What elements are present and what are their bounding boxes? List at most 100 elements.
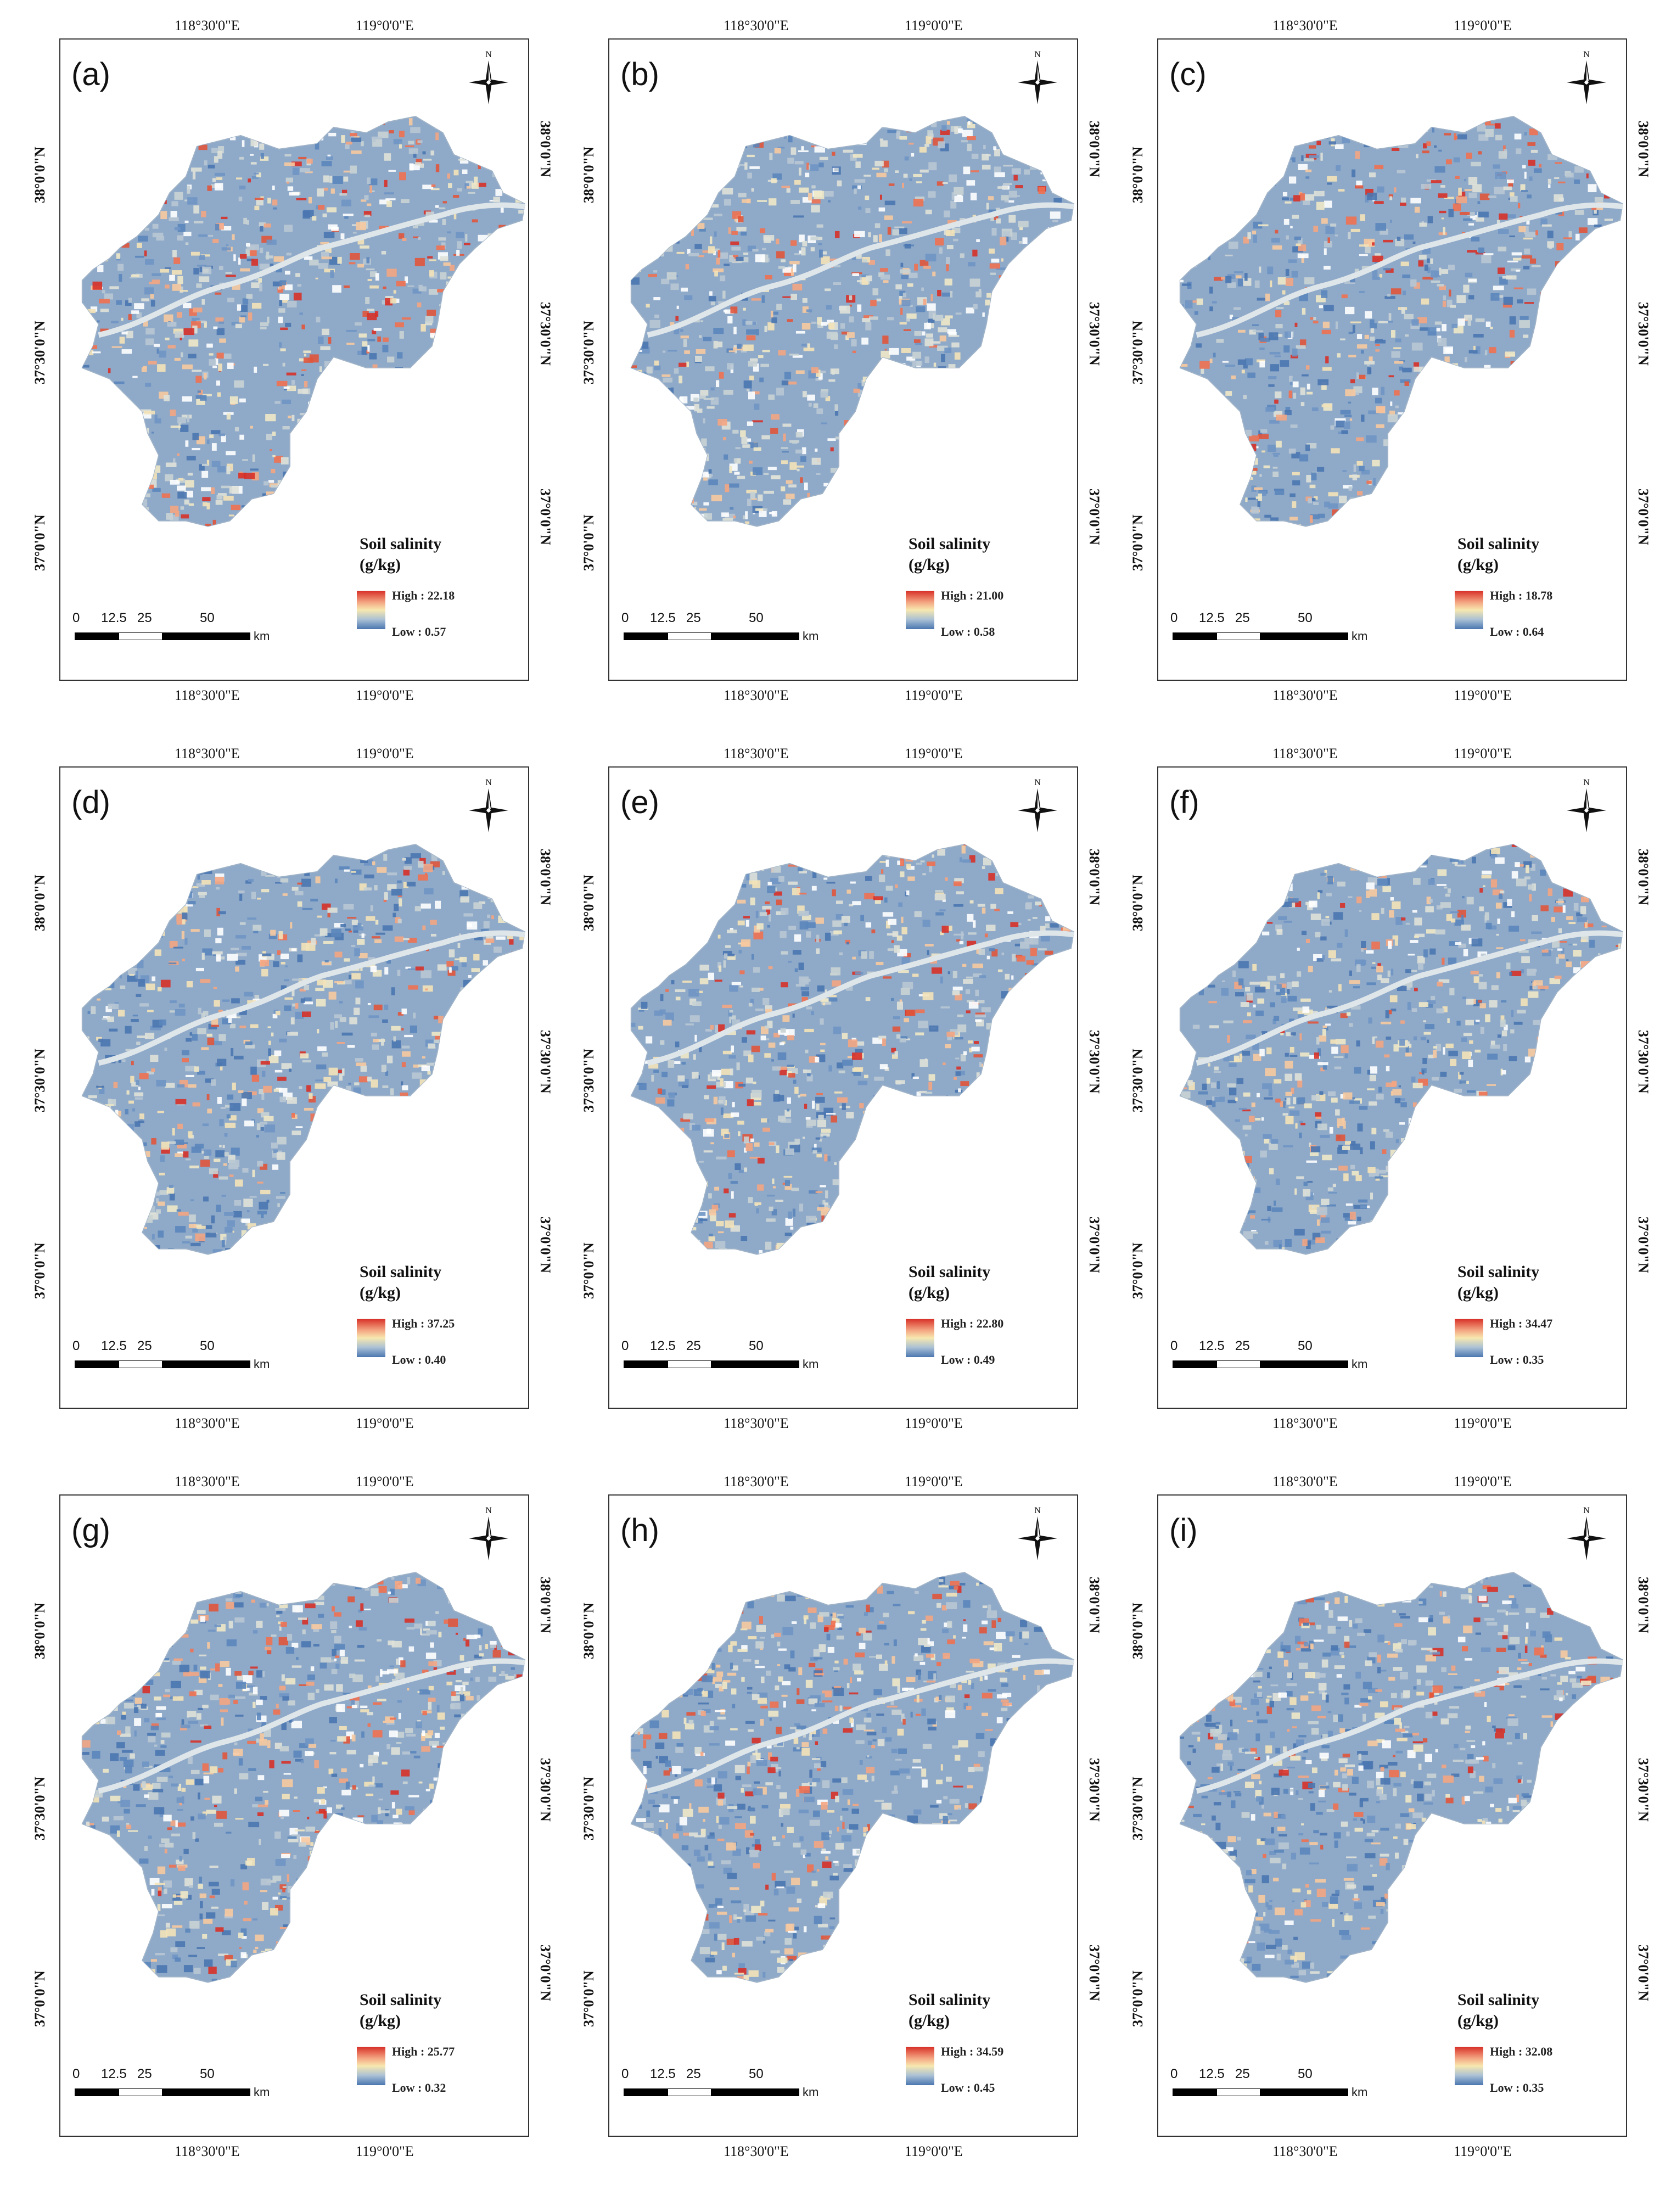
legend-title-line2: (g/kg): [360, 2012, 401, 2030]
map-panel: 118°30'0"E 119°0'0"E 118°30'0"E 119°0'0"E 38…: [1130, 1474, 1671, 2207]
scale-tick: 12.5: [1199, 2067, 1225, 2081]
legend-color-ramp: [357, 1319, 385, 1357]
legend-low-value: Low : 0.35: [1490, 2081, 1544, 2095]
lat-label-right: 37°30'0"N: [1086, 302, 1102, 366]
scale-segment: [668, 2088, 711, 2096]
scale-tick: 0: [621, 2067, 629, 2081]
lon-label-top: 119°0'0"E: [356, 746, 414, 761]
legend-title: Soil salinity (g/kg): [360, 1262, 441, 1303]
north-arrow-icon: N: [1010, 47, 1065, 108]
lat-label-left: 38°0'0"N: [1130, 1603, 1146, 1659]
salinity-map: [630, 844, 1075, 1255]
scale-segment: [162, 1360, 250, 1368]
lat-label-right: 37°30'0"N: [537, 1030, 553, 1094]
lat-label-left: 37°0'0"N: [1130, 1970, 1146, 2027]
legend-color-ramp: [1455, 1319, 1483, 1357]
north-label: N: [1583, 1506, 1590, 1515]
legend-title-line2: (g/kg): [1457, 1284, 1499, 1302]
lon-label-bottom: 119°0'0"E: [905, 2143, 963, 2159]
lon-label-bottom: 118°30'0"E: [1272, 2143, 1338, 2159]
map-frame: (a) N Soil salinity (g/kg) High : 22.18 Low :…: [59, 38, 529, 681]
lon-label-top: 119°0'0"E: [356, 18, 414, 33]
north-arrow-graphic: N: [469, 1506, 508, 1560]
north-arrow-icon: N: [461, 47, 516, 108]
north-arrow-icon: N: [461, 775, 516, 836]
map-panel: 118°30'0"E 119°0'0"E 118°30'0"E 119°0'0"E 38…: [581, 746, 1141, 1479]
legend-title: Soil salinity (g/kg): [909, 1262, 990, 1303]
lon-label-bottom: 119°0'0"E: [356, 2143, 414, 2159]
lat-label-left: 37°0'0"N: [32, 1242, 48, 1299]
scale-tick: 50: [200, 611, 215, 625]
scale-unit: km: [1352, 2085, 1368, 2099]
scale-bar: 0 12.5 25 50 km: [1170, 2067, 1401, 2099]
legend-title: Soil salinity (g/kg): [909, 534, 990, 575]
scale-segment: [1173, 1360, 1216, 1368]
scale-segment: [711, 632, 799, 640]
panel-letter: (b): [620, 57, 659, 92]
lon-label-top: 118°30'0"E: [724, 18, 789, 33]
map-panel: 118°30'0"E 119°0'0"E 118°30'0"E 119°0'0"E 38…: [581, 1474, 1141, 2207]
legend-high-value: High : 21.00: [941, 589, 1004, 602]
legend-high-value: High : 25.77: [392, 2045, 455, 2058]
scale-segment: [75, 632, 119, 640]
legend-title: Soil salinity (g/kg): [360, 534, 441, 575]
lon-label-bottom: 118°30'0"E: [724, 687, 789, 703]
legend-title-line1: Soil salinity: [360, 1263, 442, 1281]
lat-label-left: 38°0'0"N: [1130, 147, 1146, 203]
lat-label-right: 37°0'0"N: [1635, 1945, 1651, 2001]
scale-tick: 50: [1298, 1339, 1313, 1353]
legend-color-ramp: [906, 591, 934, 629]
scale-tick: 25: [137, 2067, 152, 2081]
legend-low-value: Low : 0.35: [1490, 1353, 1544, 1367]
lat-label-left: 37°30'0"N: [581, 321, 597, 384]
scale-segment: [1260, 1360, 1348, 1368]
north-arrow-icon: N: [1010, 1503, 1065, 1564]
scale-segment: [1173, 2088, 1216, 2096]
lat-label-left: 38°0'0"N: [581, 875, 597, 931]
panel-letter: (e): [620, 785, 659, 820]
river: [647, 202, 1074, 338]
north-arrow-graphic: N: [1567, 778, 1606, 832]
north-label: N: [485, 1506, 492, 1515]
north-arrow-graphic: N: [1567, 50, 1606, 104]
lon-label-top: 119°0'0"E: [1454, 18, 1512, 33]
lon-label-top: 118°30'0"E: [1272, 18, 1338, 33]
scale-segment: [1260, 2088, 1348, 2096]
lat-label-right: 37°30'0"N: [1635, 302, 1651, 366]
legend-low-value: Low : 0.40: [392, 1353, 446, 1367]
scale-tick: 50: [749, 1339, 764, 1353]
scale-bar: 0 12.5 25 50 km: [72, 2067, 303, 2099]
scale-tick: 0: [621, 611, 629, 625]
lat-label-right: 37°0'0"N: [537, 1945, 553, 2001]
scale-segment: [624, 632, 668, 640]
lat-label-right: 37°0'0"N: [1635, 1217, 1651, 1273]
lat-label-left: 37°0'0"N: [32, 514, 48, 571]
scale-segment: [1173, 632, 1216, 640]
legend-color-ramp: [906, 2047, 934, 2085]
lat-label-right: 37°30'0"N: [1635, 1758, 1651, 1822]
lon-label-bottom: 119°0'0"E: [1454, 2143, 1512, 2159]
legend-high-value: High : 22.80: [941, 1317, 1004, 1330]
legend-title-line2: (g/kg): [1457, 556, 1499, 574]
legend-title-line2: (g/kg): [360, 556, 401, 574]
map-panel: 118°30'0"E 119°0'0"E 118°30'0"E 119°0'0"E 38…: [1130, 746, 1671, 1479]
north-arrow-icon: N: [1010, 775, 1065, 836]
scale-tick: 50: [200, 2067, 215, 2081]
legend-high-value: High : 32.08: [1490, 2045, 1553, 2058]
lon-label-bottom: 118°30'0"E: [175, 1415, 240, 1431]
scale-segment: [162, 2088, 250, 2096]
legend-title-line1: Soil salinity: [909, 535, 991, 553]
north-arrow-graphic: N: [469, 778, 508, 832]
river: [647, 930, 1074, 1066]
north-label: N: [1034, 1506, 1041, 1515]
lon-label-bottom: 119°0'0"E: [905, 1415, 963, 1431]
scale-unit: km: [1352, 1357, 1368, 1371]
scale-tick: 12.5: [650, 611, 676, 625]
scale-unit: km: [803, 1357, 819, 1371]
lat-label-right: 37°30'0"N: [537, 1758, 553, 1822]
lon-label-bottom: 119°0'0"E: [905, 687, 963, 703]
lat-label-left: 37°30'0"N: [581, 1777, 597, 1840]
legend-low-value: Low : 0.32: [392, 2081, 446, 2095]
lon-label-bottom: 119°0'0"E: [356, 1415, 414, 1431]
